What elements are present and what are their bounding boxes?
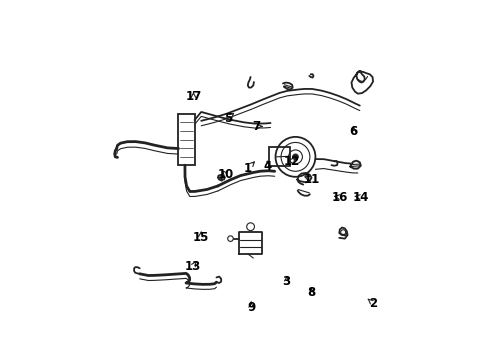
Text: 3: 3 (283, 275, 291, 288)
Text: 16: 16 (332, 190, 348, 203)
Text: 10: 10 (218, 168, 234, 181)
Text: 7: 7 (252, 120, 260, 133)
Text: 1: 1 (244, 162, 252, 175)
Bar (178, 114, 195, 165)
Text: 11: 11 (303, 173, 319, 186)
Polygon shape (350, 161, 361, 168)
Circle shape (228, 236, 233, 242)
Text: 5: 5 (224, 112, 233, 125)
Text: 12: 12 (284, 154, 300, 167)
Text: 13: 13 (185, 260, 201, 273)
Circle shape (293, 154, 298, 159)
Text: 4: 4 (264, 160, 272, 173)
Text: 17: 17 (185, 90, 201, 103)
Text: 14: 14 (352, 190, 369, 203)
Text: 2: 2 (369, 297, 377, 310)
Text: 9: 9 (247, 301, 255, 314)
Text: 8: 8 (307, 286, 316, 299)
Text: 15: 15 (193, 231, 209, 244)
Bar (269, 147, 290, 166)
Text: 6: 6 (349, 125, 358, 138)
